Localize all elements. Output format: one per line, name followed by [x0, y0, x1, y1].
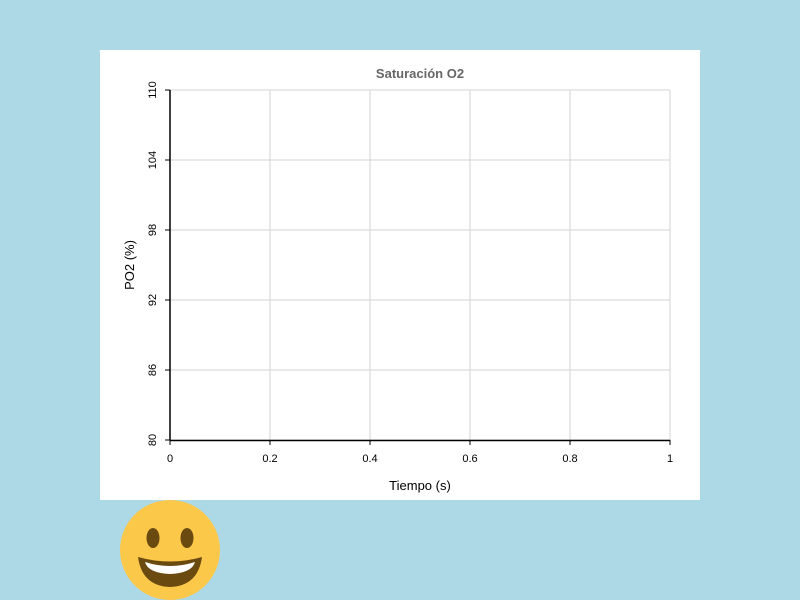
y-tick-label: 98 [147, 224, 159, 236]
x-tick-label: 1 [667, 453, 673, 465]
smiley-face-icon [120, 500, 220, 600]
grid-lines [169, 89, 671, 441]
x-axis-ticks: 0 0.2 0.4 0.6 0.8 1 [167, 440, 673, 465]
x-tick-label: 0.8 [562, 453, 577, 465]
axes [169, 90, 670, 442]
x-tick-label: 0.2 [262, 453, 277, 465]
y-tick-label: 104 [147, 151, 159, 169]
y-tick-label: 80 [147, 434, 159, 446]
y-tick-label: 110 [147, 81, 159, 99]
y-tick-label: 86 [147, 364, 159, 376]
y-axis-ticks: 80 86 92 98 104 110 [147, 81, 170, 446]
x-tick-label: 0.6 [462, 453, 477, 465]
x-tick-label: 0.4 [362, 453, 377, 465]
y-axis-label: PO2 (%) [122, 240, 137, 290]
x-axis-label: Tiempo (s) [389, 478, 451, 493]
chart-title: Saturación O2 [376, 66, 464, 81]
chart: 0 0.2 0.4 0.6 0.8 1 80 86 92 98 104 110 Saturación… [122, 66, 673, 493]
y-tick-label: 92 [147, 294, 159, 306]
x-tick-label: 0 [167, 453, 173, 465]
chart-panel: 0 0.2 0.4 0.6 0.8 1 80 86 92 98 104 110 Saturación… [100, 50, 700, 500]
